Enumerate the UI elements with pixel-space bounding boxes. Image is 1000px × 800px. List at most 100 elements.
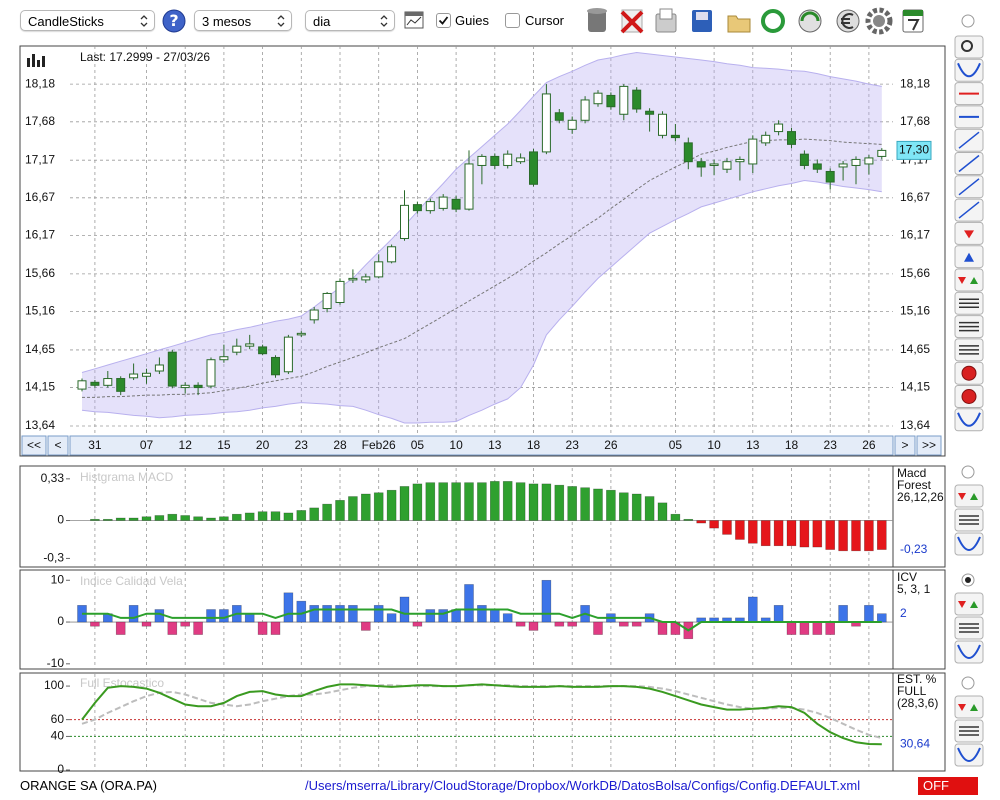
candle-body [838, 163, 848, 168]
nav-button-label: > [901, 438, 908, 452]
tool-button[interactable] [954, 484, 984, 508]
navigation-bar[interactable] [69, 435, 894, 456]
candle-body [851, 158, 861, 166]
candle-body [412, 204, 422, 212]
panel-radio[interactable] [961, 14, 975, 28]
y-tick-label: 40 [51, 729, 65, 743]
config-path[interactable]: /Users/mserra/Library/CloudStorage/Dropb… [305, 778, 861, 793]
bar [360, 493, 371, 521]
save-icon[interactable] [692, 10, 712, 32]
tool-button[interactable] [954, 35, 984, 59]
settings-icon[interactable] [865, 7, 893, 35]
guides-checkbox[interactable] [436, 13, 451, 28]
bar [825, 621, 836, 635]
checkbox-label: Cursor [525, 13, 565, 28]
volume-icon[interactable] [27, 54, 45, 67]
candle-body [77, 380, 87, 390]
x-tick-label: 26 [862, 438, 876, 452]
period-select[interactable]: 3 mesos [194, 10, 292, 31]
tool-button[interactable] [954, 408, 984, 432]
bar [167, 621, 178, 635]
tool-button[interactable] [954, 532, 984, 556]
bar [838, 520, 848, 552]
bar [128, 517, 139, 521]
candle-body [387, 246, 397, 263]
tool-button[interactable] [954, 743, 984, 767]
nav-button[interactable] [916, 435, 942, 456]
checkmark [438, 16, 449, 25]
tool-button[interactable] [954, 268, 984, 292]
candle-body [709, 163, 719, 166]
bar [747, 596, 758, 623]
tool-button[interactable] [954, 640, 984, 664]
tool-button[interactable] [954, 58, 984, 82]
bar [722, 520, 732, 535]
chevron [277, 15, 285, 27]
tool-button[interactable] [954, 695, 984, 719]
bar [128, 605, 139, 623]
bar [515, 621, 526, 627]
currency-icon[interactable] [836, 9, 860, 33]
interval-select[interactable]: dia [305, 10, 395, 31]
candle-body [425, 201, 435, 212]
candle-body [232, 345, 242, 353]
y-tick-label: 60 [51, 712, 65, 726]
tool-button[interactable] [954, 592, 984, 616]
band-area [82, 52, 882, 423]
nav-button[interactable] [47, 435, 69, 456]
icon [961, 365, 977, 381]
bar [141, 516, 152, 521]
candle-body [812, 163, 822, 170]
bar [438, 609, 449, 623]
print-icon[interactable] [655, 8, 677, 33]
bar [786, 621, 797, 635]
bar [760, 520, 771, 547]
candle-body [219, 356, 229, 361]
stochastic-panel [19, 672, 946, 772]
chart-type-select[interactable]: CandleSticks [20, 10, 155, 31]
bar [193, 621, 203, 635]
bar [283, 592, 294, 623]
panel-title: Histgrama MACD [80, 470, 174, 484]
candle-body [142, 372, 151, 377]
bar [825, 520, 836, 550]
panel-radio[interactable] [961, 676, 975, 690]
bar [631, 621, 642, 627]
bar [864, 605, 874, 623]
series-line [81, 683, 882, 746]
calendar-icon[interactable] [902, 9, 924, 33]
status-indicator[interactable]: OFF [918, 777, 978, 795]
open-icon[interactable] [727, 15, 751, 33]
refresh-icon[interactable] [761, 9, 785, 33]
help-button[interactable]: ? [162, 9, 186, 33]
icon [970, 493, 978, 500]
x-tick-label: 13 [488, 438, 502, 452]
sync-icon[interactable] [798, 9, 822, 33]
candle-body [619, 85, 629, 115]
candle-body [748, 138, 758, 165]
icon [970, 601, 978, 608]
bar [206, 517, 216, 521]
candle-body [516, 157, 526, 163]
bar [244, 512, 255, 521]
delete-icon[interactable] [587, 8, 607, 32]
y-tick-label: 16,17 [25, 228, 55, 242]
bar [864, 520, 874, 552]
candle-body [787, 131, 796, 145]
y-tick-label: 17,17 [25, 152, 55, 166]
bar [593, 488, 603, 521]
indicator-legend: EST. % [897, 672, 937, 686]
nav-button[interactable] [21, 435, 47, 456]
bar [309, 507, 320, 521]
panel-radio[interactable] [961, 465, 975, 479]
candle-body [180, 384, 190, 389]
chart-icon[interactable] [404, 11, 424, 29]
nav-button[interactable] [894, 435, 916, 456]
close-icon[interactable] [620, 9, 644, 34]
candle-body [877, 149, 887, 157]
bar [644, 496, 655, 521]
bar [399, 486, 410, 521]
candle-body [670, 134, 680, 139]
cursor-checkbox[interactable] [505, 13, 520, 28]
bar [735, 520, 745, 540]
